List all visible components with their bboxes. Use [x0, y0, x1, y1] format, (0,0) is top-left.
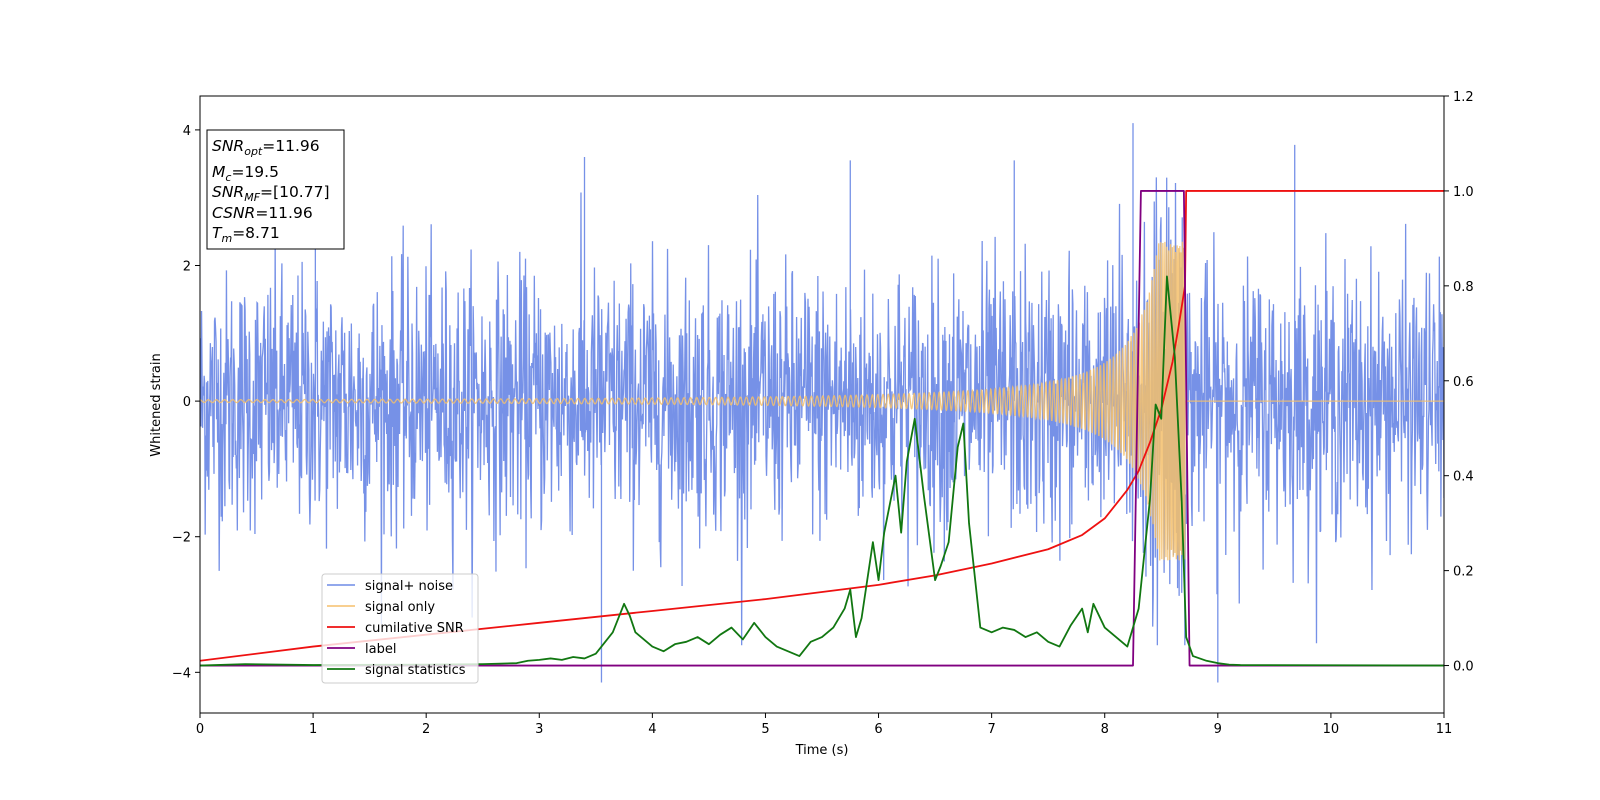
x-tick-label: 9: [1214, 722, 1222, 737]
x-tick-label: 2: [422, 722, 430, 737]
x-tick-label: 7: [987, 722, 995, 737]
y-left-tick-label: 4: [183, 124, 191, 139]
y-axis-right: 0.0 0.2 0.4 0.6 0.8 1.0 1.2: [1444, 90, 1474, 675]
x-axis-label: Time (s): [795, 743, 849, 758]
y-right-tick-label: 0.4: [1453, 470, 1474, 485]
legend-label-signal-noise: signal+ noise: [365, 579, 453, 594]
series-signal-noise: [200, 123, 1444, 683]
x-tick-label: 0: [196, 722, 204, 737]
annotation-snr-opt: SNRopt=11.96: [212, 137, 320, 158]
y-right-tick-label: 0.6: [1453, 375, 1474, 390]
y-left-tick-label: −2: [172, 531, 191, 546]
x-tick-label: 4: [648, 722, 656, 737]
annotation-csnr: CSNR=11.96: [212, 204, 313, 222]
annotation-frame: [206, 129, 345, 250]
legend-label-signal-only: signal only: [365, 600, 435, 615]
legend-label-label: label: [365, 642, 396, 657]
x-tick-label: 5: [761, 722, 769, 737]
y-right-tick-label: 1.0: [1453, 185, 1474, 200]
y-axis-left: −4 −2 0 2 4: [172, 124, 200, 681]
y-axis-label: Whitened strain: [149, 353, 164, 456]
y-right-tick-label: 0.2: [1453, 565, 1474, 580]
legend-label-signal-statistics: signal statistics: [365, 663, 466, 678]
y-left-tick-label: 2: [183, 260, 191, 275]
y-right-tick-label: 1.2: [1453, 90, 1474, 105]
series-signal-statistics: [200, 275, 1444, 667]
legend: signal+ noise signal only cumilative SNR…: [321, 573, 479, 684]
legend-label-cumulative-snr: cumilative SNR: [365, 621, 464, 636]
y-right-tick-label: 0.0: [1453, 660, 1474, 675]
x-tick-label: 11: [1436, 722, 1453, 737]
y-right-tick-label: 0.8: [1453, 280, 1474, 295]
x-tick-label: 8: [1101, 722, 1109, 737]
plot-frame: [199, 95, 1445, 714]
annotation-mc: Mc=19.5: [212, 163, 279, 184]
legend-frame: [321, 573, 479, 684]
series-cumulative-snr: [200, 190, 1444, 662]
x-tick-label: 10: [1323, 722, 1340, 737]
y-left-tick-label: 0: [183, 395, 191, 410]
annotation-snr-mf: SNRMF=[10.77]: [212, 183, 330, 204]
x-tick-label: 3: [535, 722, 543, 737]
x-axis: 0 1 2 3 4 5 6 7 8 9 10 11: [196, 713, 1452, 737]
y-left-tick-label: −4: [172, 666, 191, 681]
x-tick-label: 6: [874, 722, 882, 737]
x-tick-label: 1: [309, 722, 317, 737]
annotation-tm: Tm=8.71: [212, 224, 280, 245]
annotation-box: SNRopt=11.96 Mc=19.5 SNRMF=[10.77] CSNR=…: [206, 129, 345, 250]
plot-area: [200, 123, 1444, 683]
series-signal-only: [200, 241, 1444, 561]
